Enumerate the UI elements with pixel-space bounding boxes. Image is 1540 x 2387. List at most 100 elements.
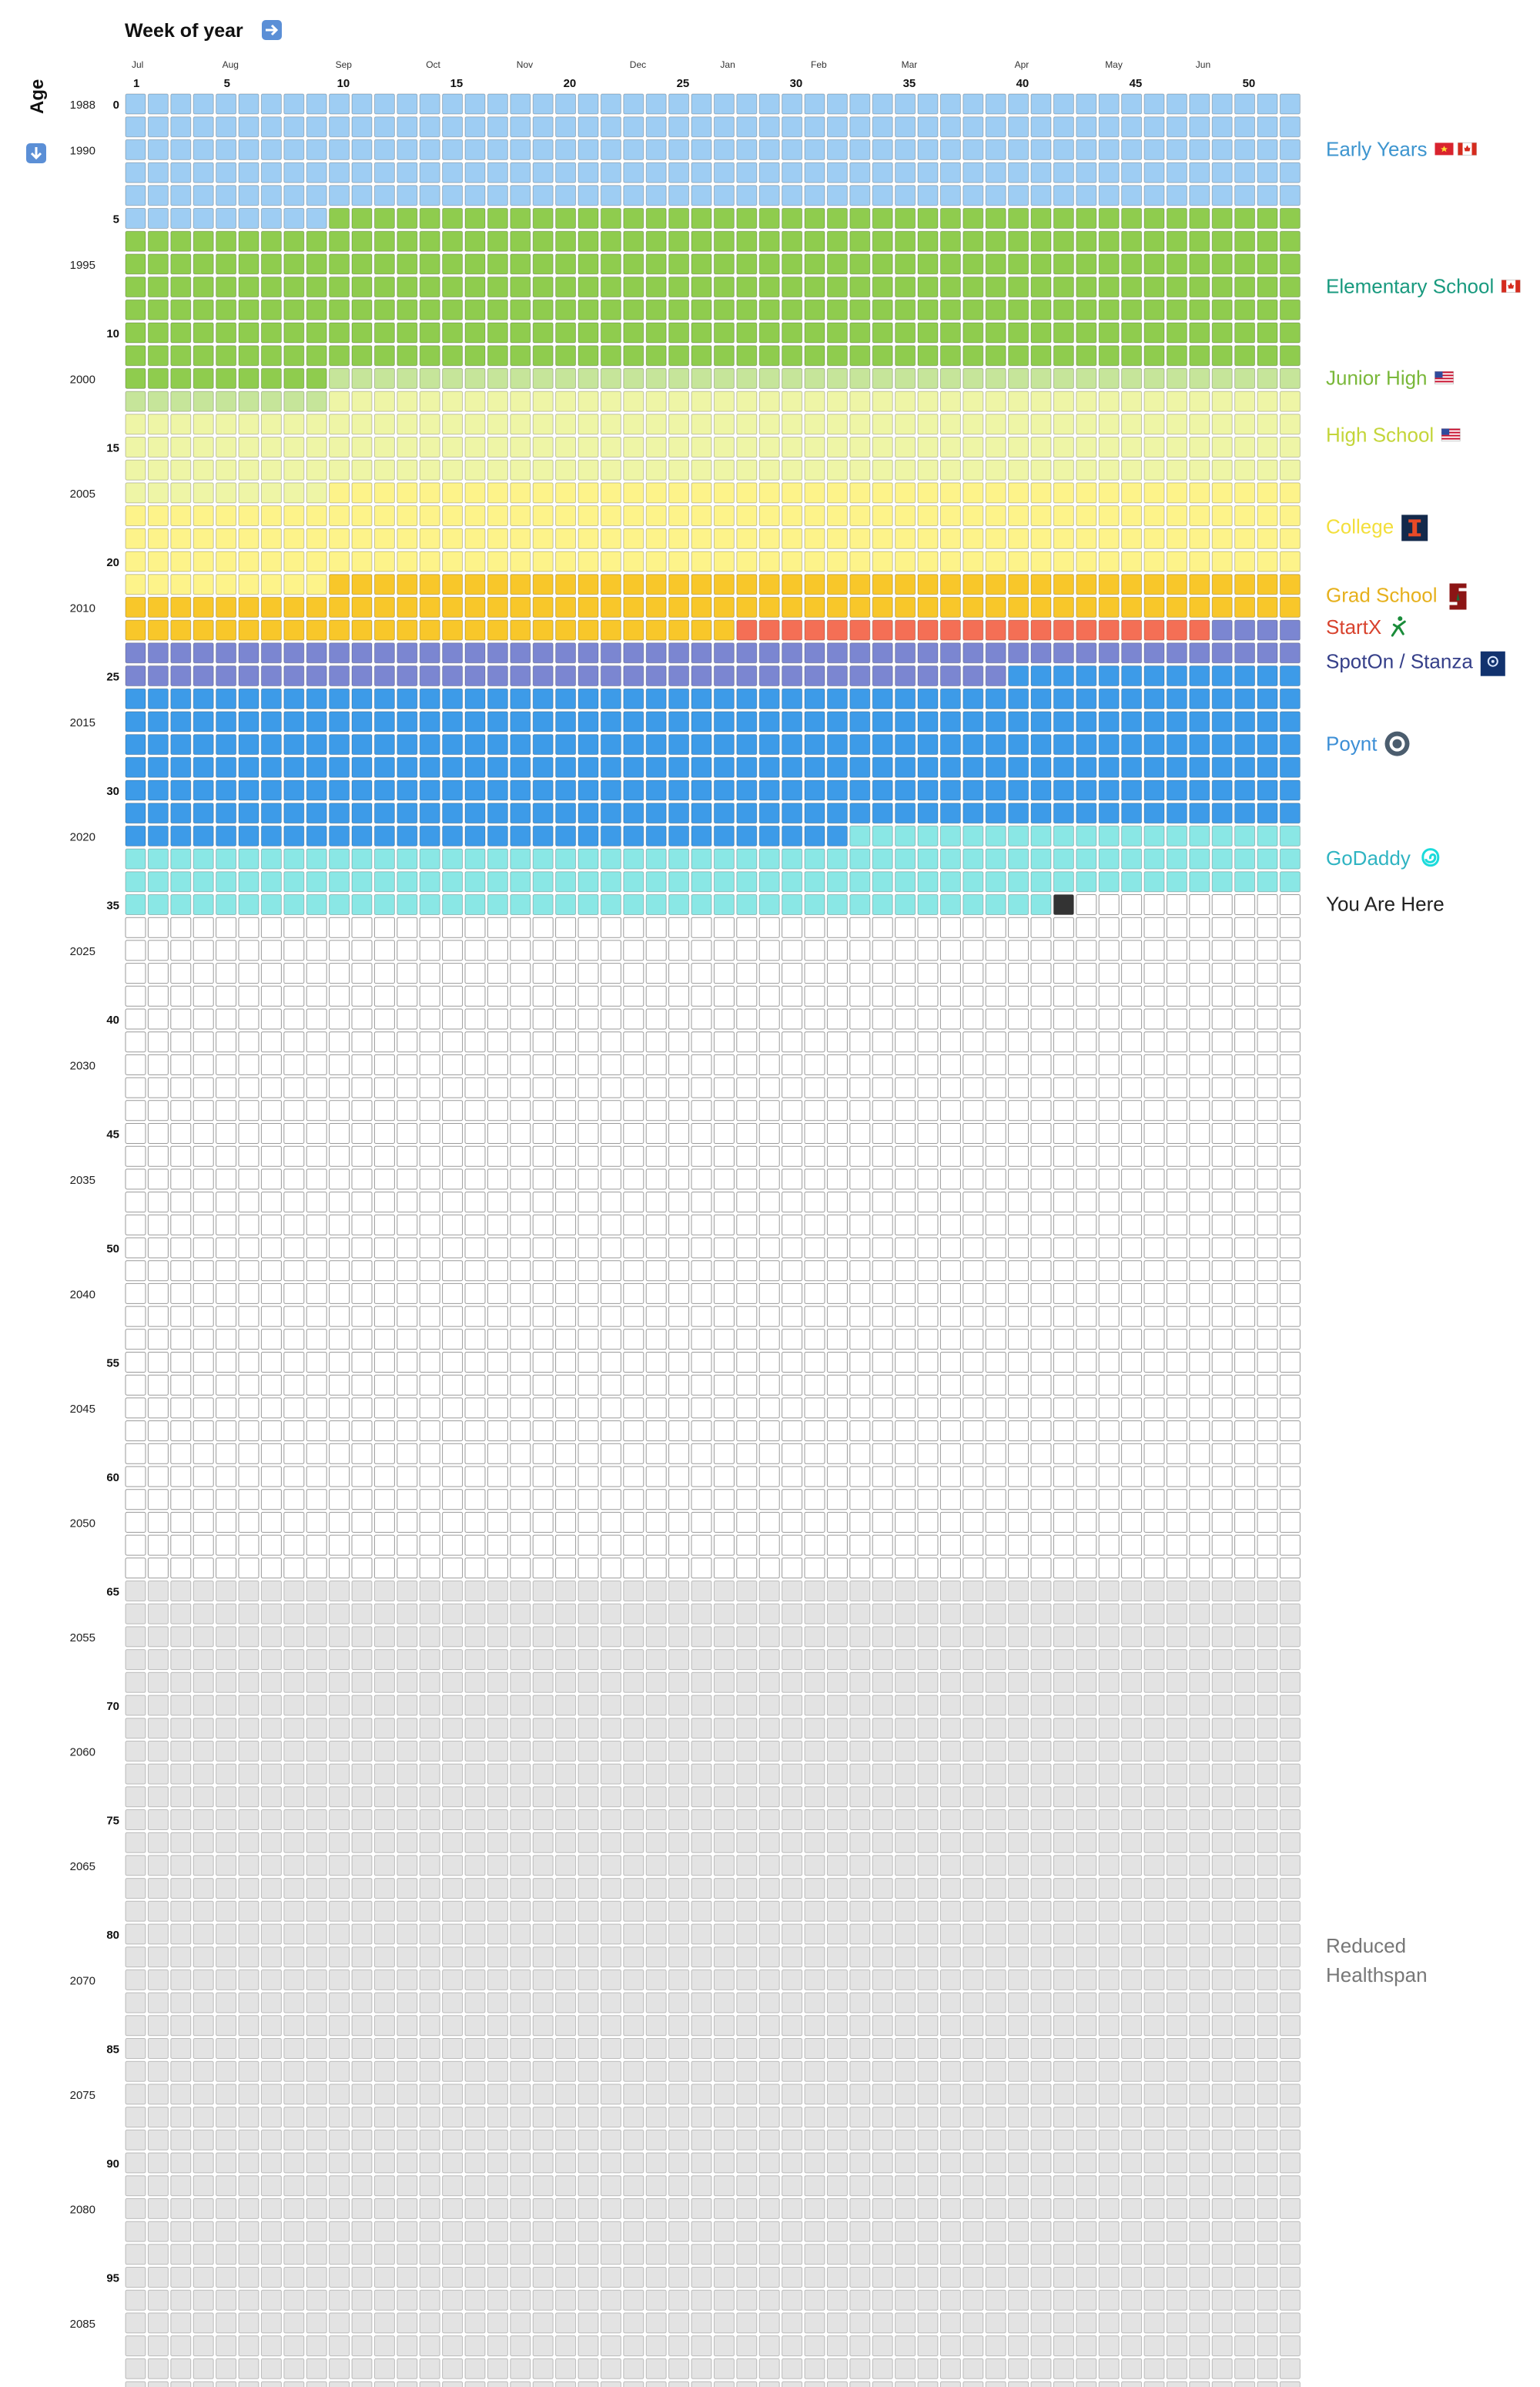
week-cell <box>1257 253 1278 275</box>
week-cell <box>1211 1832 1233 1853</box>
week-cell <box>917 505 939 527</box>
week-cell <box>487 2038 508 2059</box>
week-cell <box>736 1603 758 1624</box>
week-cell <box>895 825 916 847</box>
week-cell <box>192 688 214 709</box>
week-cell <box>600 93 621 115</box>
week-cell <box>1234 1100 1256 1121</box>
week-cell <box>1143 208 1165 229</box>
week-cell <box>1030 665 1052 686</box>
week-cell <box>1030 528 1052 549</box>
week-cell <box>758 1603 780 1624</box>
week-cell <box>147 208 169 229</box>
week-cell <box>1076 2060 1097 2082</box>
week-cell <box>1189 1557 1210 1579</box>
week-cell <box>1008 482 1029 504</box>
week-cell <box>419 1695 440 1716</box>
week-cell <box>306 437 327 458</box>
week-cell <box>1279 1329 1301 1350</box>
week-cell <box>351 963 373 984</box>
week-cell <box>1053 1511 1074 1533</box>
week-cell <box>1076 1466 1097 1487</box>
week-cell <box>532 230 554 252</box>
week-cell <box>736 779 758 801</box>
week-cell <box>849 1946 871 1968</box>
week-cell <box>600 1145 621 1167</box>
week-cell <box>1030 848 1052 870</box>
week-cell <box>691 459 712 481</box>
week-cell <box>147 2152 169 2174</box>
week-cell <box>216 1695 237 1716</box>
week-cell <box>1053 1282 1074 1304</box>
week-cell <box>1053 1489 1074 1510</box>
week-cell <box>849 162 871 183</box>
week-cell <box>125 482 146 504</box>
week-cell <box>668 437 690 458</box>
week-cell <box>329 779 350 801</box>
week-cell <box>713 756 735 778</box>
week-cell <box>736 230 758 252</box>
week-cell <box>1098 1145 1120 1167</box>
week-cell <box>985 367 1006 389</box>
week-cell <box>645 2060 667 2082</box>
week-cell <box>1234 1192 1256 1213</box>
week-cell <box>283 1581 305 1601</box>
week-cell <box>985 1008 1006 1030</box>
week-cell <box>487 528 508 549</box>
week-cell <box>192 505 214 527</box>
week-cell <box>962 2175 984 2197</box>
week-cell <box>600 2221 621 2242</box>
week-cell <box>804 345 825 367</box>
week-cell <box>1189 1786 1210 1808</box>
week-cell <box>713 230 735 252</box>
week-cell <box>600 1900 621 1922</box>
week-cell <box>192 2198 214 2219</box>
week-cell <box>645 848 667 870</box>
week-cell <box>442 2198 464 2219</box>
week-cell <box>216 1581 237 1601</box>
week-cell <box>216 1603 237 1624</box>
week-cell <box>1257 1260 1278 1282</box>
week-cell <box>1166 2015 1187 2037</box>
week-cell <box>192 1145 214 1167</box>
week-cell <box>464 1100 486 1121</box>
week-cell <box>1279 1763 1301 1785</box>
week-cell <box>939 1420 961 1442</box>
week-cell <box>373 1671 395 1693</box>
week-cell <box>555 1718 577 1739</box>
week-cell <box>623 2129 644 2151</box>
week-cell <box>351 894 373 915</box>
week-cell <box>1234 2198 1256 2219</box>
week-cell <box>804 2175 825 2197</box>
week-cell <box>147 1923 169 1945</box>
week-cell <box>1279 1832 1301 1853</box>
week-cell <box>804 940 825 961</box>
week-cell <box>216 1123 237 1144</box>
week-cell <box>464 1809 486 1830</box>
week-cell <box>1008 93 1029 115</box>
week-cell <box>260 2084 282 2105</box>
week-cell <box>1053 734 1074 756</box>
week-cell <box>1166 1900 1187 1922</box>
week-cell <box>487 1397 508 1419</box>
week-cell <box>804 1923 825 1945</box>
week-cell <box>1098 162 1120 183</box>
week-cell <box>532 208 554 229</box>
week-cell <box>555 1763 577 1785</box>
week-cell <box>939 551 961 572</box>
week-cell <box>826 2129 848 2151</box>
week-cell <box>306 551 327 572</box>
week-cell <box>147 596 169 618</box>
week-cell <box>1189 1237 1210 1259</box>
week-cell <box>192 2129 214 2151</box>
week-cell <box>1053 985 1074 1007</box>
year-tick-label: 2040 <box>70 1288 95 1301</box>
week-cell <box>397 2107 418 2128</box>
week-cell <box>1279 688 1301 709</box>
week-cell <box>758 230 780 252</box>
week-cell <box>736 1214 758 1235</box>
week-cell <box>1257 1832 1278 1853</box>
week-cell <box>329 1008 350 1030</box>
week-cell <box>351 1992 373 2013</box>
week-cell <box>917 2129 939 2151</box>
